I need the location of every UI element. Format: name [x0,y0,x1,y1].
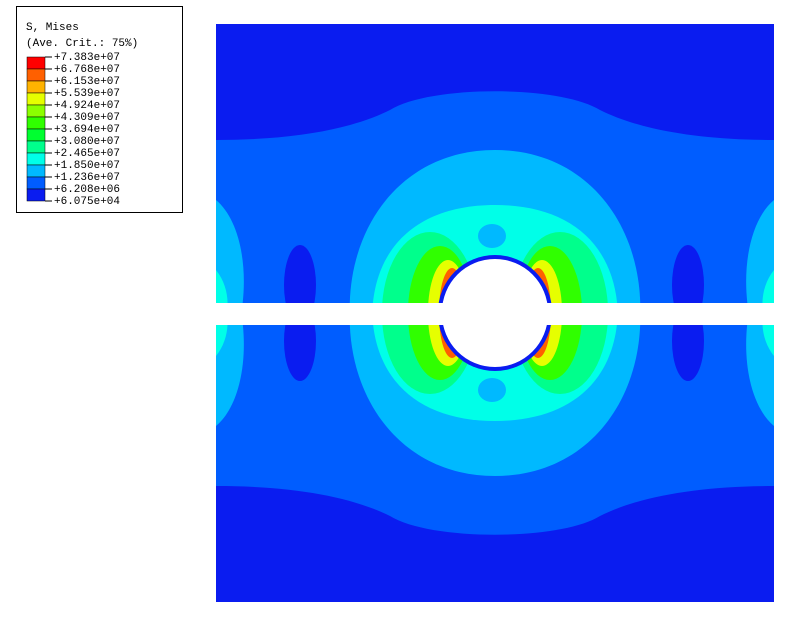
legend-level: +3.694e+07 [54,124,120,136]
legend: S, Mises (Ave. Crit.: 75%) +7.383e+07+6.… [16,6,183,213]
legend-level: +4.309e+07 [54,112,120,124]
legend-level: +3.080e+07 [54,136,120,148]
legend-level: +7.383e+07 [54,52,120,64]
legend-swatch [26,128,46,142]
legend-level: +1.236e+07 [54,172,120,184]
legend-swatch [26,68,46,82]
legend-subtitle: (Ave. Crit.: 75%) [26,38,138,50]
legend-swatch [26,92,46,106]
legend-level: +2.465e+07 [54,148,120,160]
legend-swatch [26,164,46,178]
legend-swatch [26,56,46,70]
legend-swatch [26,152,46,166]
legend-swatch [26,116,46,130]
legend-swatch [26,188,46,202]
legend-level: +6.208e+06 [54,184,120,196]
legend-level: +1.850e+07 [54,160,120,172]
legend-swatch [26,176,46,190]
legend-level: +6.768e+07 [54,64,120,76]
legend-title: S, Mises [26,22,79,34]
legend-level: +5.539e+07 [54,88,120,100]
legend-level: +6.153e+07 [54,76,120,88]
legend-swatch [26,104,46,118]
legend-swatch [26,140,46,154]
legend-swatch [26,80,46,94]
legend-level: +6.075e+04 [54,196,120,208]
legend-level: +4.924e+07 [54,100,120,112]
